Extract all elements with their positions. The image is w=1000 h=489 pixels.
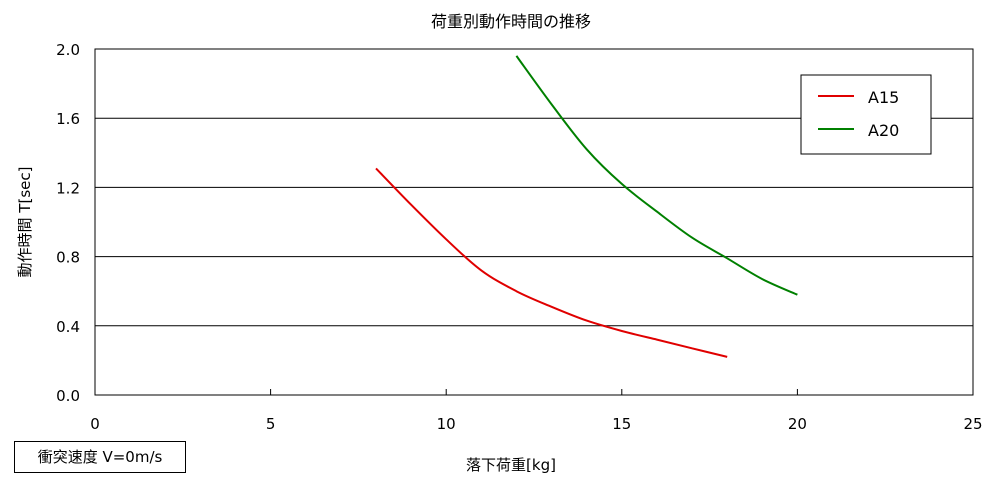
y-tick-label: 2.0 [56,41,80,59]
y-tick-label: 0.8 [56,249,80,267]
x-tick-label: 15 [612,415,631,433]
series-line-a20 [515,55,798,296]
x-tick-label: 25 [963,415,982,433]
x-tick-label: 20 [788,415,807,433]
legend-label-a20: A20 [868,121,899,140]
grid-lines [95,117,973,395]
y-axis-label: 動作時間 T[sec] [16,167,34,278]
x-tick-label: 10 [437,415,456,433]
series-line-a15 [375,167,728,358]
y-tick-label: 1.6 [56,110,80,128]
y-tick-label: 0.0 [56,387,80,405]
y-axis-tick-labels: 0.0 0.4 0.8 1.2 1.6 2.0 [56,41,80,405]
legend: A15 A20 [800,74,932,155]
x-axis-tick-labels: 0 5 10 15 20 25 [90,415,982,433]
y-tick-label: 1.2 [56,179,80,197]
legend-label-a15: A15 [868,88,899,107]
plot-area [94,48,974,396]
series-lines [375,55,798,358]
legend-box [800,74,932,155]
y-tick-label: 0.4 [56,318,80,336]
x-tick-label: 0 [90,415,100,433]
x-axis-label: 落下荷重[kg] [466,456,556,474]
chart-title: 荷重別動作時間の推移 [431,12,591,31]
condition-note: 衝突速度 V=0m/s [14,441,186,473]
x-tick-label: 5 [266,415,276,433]
